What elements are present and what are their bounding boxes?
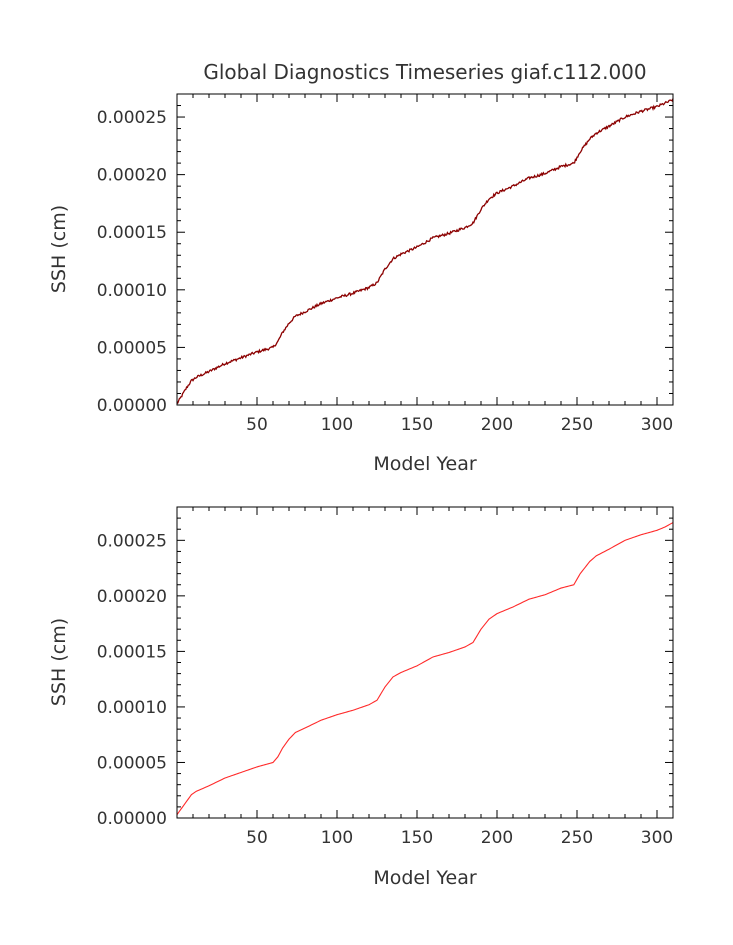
bottom-series-layer xyxy=(176,522,674,815)
x-tick-label: 300 xyxy=(641,828,673,848)
top-ssh-series-line xyxy=(176,98,674,405)
y-tick-label: 0.00025 xyxy=(97,108,167,128)
chart-title: Global Diagnostics Timeseries giaf.c112.… xyxy=(203,60,646,84)
top-plot-frame xyxy=(176,93,674,406)
bottom-chart: 50 100 150 200 250 300 0.00000 0.00005 0.00010 0.… xyxy=(48,506,674,889)
x-tick-label: 150 xyxy=(401,415,433,435)
bottom-x-axis-label: Model Year xyxy=(373,867,477,889)
x-tick-label: 50 xyxy=(246,828,268,848)
top-y-axis-label: SSH (cm) xyxy=(48,205,70,293)
y-tick-label: 0.00020 xyxy=(97,166,167,186)
y-tick-label: 0.00020 xyxy=(97,587,167,607)
x-tick-label: 250 xyxy=(561,828,593,848)
top-series-layer xyxy=(176,98,674,405)
x-tick-label: 100 xyxy=(321,828,353,848)
x-tick-label: 150 xyxy=(401,828,433,848)
top-chart: Global Diagnostics Timeseries giaf.c112.… xyxy=(48,60,674,475)
bottom-ssh-series-line xyxy=(176,522,674,815)
x-tick-label: 50 xyxy=(246,415,268,435)
bottom-plot-frame xyxy=(176,506,674,819)
y-tick-label: 0.00025 xyxy=(97,531,167,551)
x-tick-label: 200 xyxy=(481,828,513,848)
bottom-y-axis-label: SSH (cm) xyxy=(48,618,70,706)
y-tick-label: 0.00000 xyxy=(97,809,167,829)
x-tick-label: 300 xyxy=(641,415,673,435)
y-tick-label: 0.00010 xyxy=(97,281,167,301)
y-tick-label: 0.00015 xyxy=(97,642,167,662)
top-tick-layer: 50 100 150 200 250 300 0.00000 0.00005 0.00010 0.… xyxy=(97,93,673,435)
bottom-tick-layer: 50 100 150 200 250 300 0.00000 0.00005 0.00010 0.… xyxy=(97,506,673,848)
x-tick-label: 100 xyxy=(321,415,353,435)
y-tick-label: 0.00015 xyxy=(97,223,167,243)
x-tick-label: 250 xyxy=(561,415,593,435)
y-tick-label: 0.00005 xyxy=(97,338,167,358)
y-tick-label: 0.00000 xyxy=(97,396,167,416)
top-x-axis-label: Model Year xyxy=(373,453,477,475)
x-tick-label: 200 xyxy=(481,415,513,435)
y-tick-label: 0.00005 xyxy=(97,753,167,773)
y-tick-label: 0.00010 xyxy=(97,698,167,718)
